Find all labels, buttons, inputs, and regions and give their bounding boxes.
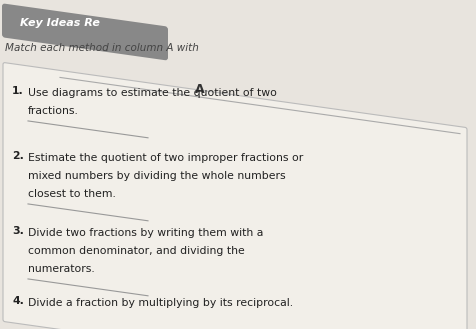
Text: A: A xyxy=(195,83,204,96)
FancyBboxPatch shape xyxy=(3,63,466,329)
Text: mixed numbers by dividing the whole numbers: mixed numbers by dividing the whole numb… xyxy=(28,171,285,181)
Text: 3.: 3. xyxy=(12,226,24,236)
Text: 1.: 1. xyxy=(12,86,24,96)
Text: closest to them.: closest to them. xyxy=(28,189,116,199)
Text: 4.: 4. xyxy=(12,296,24,306)
Text: numerators.: numerators. xyxy=(28,264,95,274)
Text: Estimate the quotient of two improper fractions or: Estimate the quotient of two improper fr… xyxy=(28,153,303,163)
Text: Divide a fraction by multiplying by its reciprocal.: Divide a fraction by multiplying by its … xyxy=(28,298,293,308)
FancyBboxPatch shape xyxy=(2,4,168,60)
Text: Match each method in column A with: Match each method in column A with xyxy=(5,43,198,53)
Text: fractions.: fractions. xyxy=(28,106,79,116)
Text: Use diagrams to estimate the quotient of two: Use diagrams to estimate the quotient of… xyxy=(28,88,276,98)
Text: Key Ideas Re: Key Ideas Re xyxy=(20,18,99,28)
Text: Divide two fractions by writing them with a: Divide two fractions by writing them wit… xyxy=(28,228,263,238)
Text: common denominator, and dividing the: common denominator, and dividing the xyxy=(28,246,244,256)
Text: 2.: 2. xyxy=(12,151,24,161)
